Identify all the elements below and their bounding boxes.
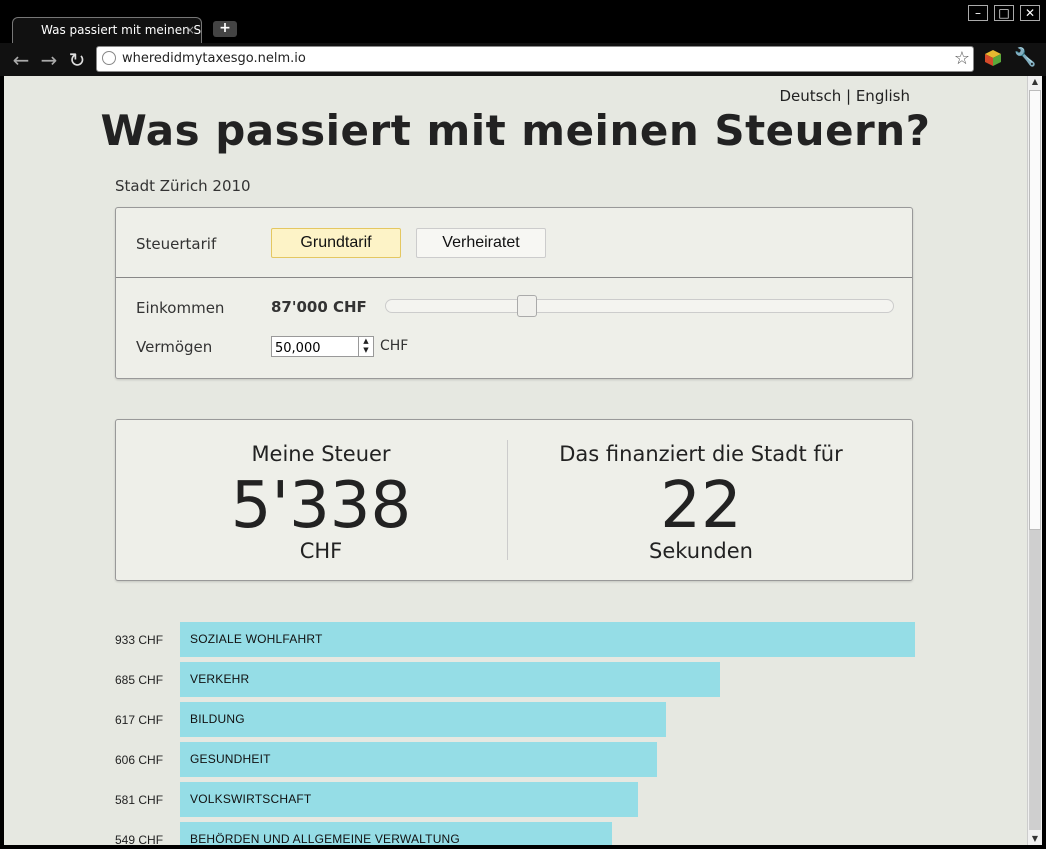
breakdown-amount: 617 CHF [115, 713, 164, 727]
breakdown-bar[interactable] [180, 742, 657, 777]
breakdown-label: BILDUNG [190, 712, 245, 726]
lang-english-link[interactable]: English [855, 87, 910, 105]
window-border-bottom [0, 845, 1046, 849]
breakdown-label: VOLKSWIRTSCHAFT [190, 792, 312, 806]
language-switcher: Deutsch | English [779, 87, 910, 105]
breakdown-label: SOZIALE WOHLFAHRT [190, 632, 323, 646]
breakdown-bar[interactable] [180, 662, 720, 697]
maximize-button[interactable]: □ [994, 5, 1014, 21]
income-slider-handle[interactable] [517, 295, 537, 317]
wealth-unit: CHF [380, 338, 409, 354]
city-title: Das finanziert die Stadt für [559, 442, 843, 466]
breakdown-bar[interactable] [180, 622, 915, 657]
lang-separator: | [841, 87, 856, 105]
tax-unit: CHF [299, 539, 343, 563]
result-panel: Meine Steuer 5'338 CHF Das finanziert di… [115, 419, 913, 581]
breakdown-amount: 549 CHF [115, 833, 164, 845]
back-arrow-icon[interactable]: ← [12, 48, 30, 72]
browser-tab[interactable]: Was passiert mit meinen St × [12, 17, 202, 43]
income-slider[interactable] [385, 299, 894, 313]
breakdown-bar[interactable] [180, 702, 666, 737]
window-border-left [0, 76, 4, 849]
breakdown-amount: 933 CHF [115, 633, 164, 647]
extension-cube-icon[interactable] [984, 49, 1002, 67]
tax-title: Meine Steuer [251, 442, 391, 466]
breakdown-amount: 685 CHF [115, 673, 164, 687]
wealth-label: Vermögen [136, 338, 213, 356]
address-bar[interactable]: wheredidmytaxesgo.nelm.io ☆ [96, 46, 974, 72]
browser-titlebar: Was passiert mit meinen St × + – □ ✕ [0, 0, 1046, 43]
scrollbar-track-lower[interactable] [1029, 530, 1041, 830]
page-viewport: Deutsch | English Was passiert mit meine… [4, 76, 1027, 845]
panel-divider [116, 277, 912, 278]
scrollbar-thumb[interactable] [1029, 90, 1041, 530]
bookmark-star-icon[interactable]: ☆ [953, 48, 970, 69]
stepper-arrows-icon[interactable]: ▲ ▼ [358, 337, 373, 356]
forward-arrow-icon[interactable]: → [40, 48, 58, 72]
new-tab-button[interactable]: + [213, 21, 237, 37]
scroll-down-icon[interactable]: ▼ [1031, 834, 1039, 843]
tab-title: Was passiert mit meinen St [41, 23, 202, 37]
reload-icon[interactable]: ↻ [68, 48, 86, 72]
breakdown-bar[interactable] [180, 822, 612, 845]
url-text: wheredidmytaxesgo.nelm.io [122, 51, 306, 66]
tarif-grundtarif-button[interactable]: Grundtarif [271, 228, 401, 258]
wealth-stepper[interactable]: ▲▼ [271, 336, 374, 358]
page-title: Was passiert mit meinen Steuern? [100, 106, 931, 155]
minimize-button[interactable]: – [968, 5, 988, 21]
breakdown-label: GESUNDHEIT [190, 752, 271, 766]
city-seconds: 22 [660, 469, 742, 543]
breakdown-amount: 581 CHF [115, 793, 164, 807]
result-divider [507, 440, 508, 560]
scroll-up-icon[interactable]: ▲ [1031, 77, 1039, 86]
tab-close-icon[interactable]: × [184, 23, 195, 37]
wealth-input[interactable] [272, 339, 362, 358]
page-subtitle: Stadt Zürich 2010 [115, 177, 251, 195]
input-panel: Steuertarif Grundtarif Verheiratet Einko… [115, 207, 913, 379]
tarif-label: Steuertarif [136, 235, 217, 253]
breakdown-bar[interactable] [180, 782, 638, 817]
breakdown-amount: 606 CHF [115, 753, 164, 767]
close-window-button[interactable]: ✕ [1020, 5, 1040, 21]
globe-icon [102, 51, 116, 65]
city-unit: Sekunden [649, 539, 753, 563]
breakdown-label: BEHÖRDEN UND ALLGEMEINE VERWALTUNG [190, 832, 460, 845]
tarif-verheiratet-button[interactable]: Verheiratet [416, 228, 546, 258]
breakdown-label: VERKEHR [190, 672, 250, 686]
browser-toolbar: ← → ↻ wheredidmytaxesgo.nelm.io ☆ 🔧 [0, 43, 1046, 76]
wrench-icon[interactable]: 🔧 [1014, 47, 1037, 68]
income-label: Einkommen [136, 299, 225, 317]
lang-deutsch-link[interactable]: Deutsch [779, 87, 842, 105]
page-scrollbar[interactable]: ▲ ▼ [1027, 76, 1042, 845]
income-value: 87'000 CHF [271, 298, 367, 316]
tax-amount: 5'338 [230, 469, 412, 543]
window-border-right [1042, 76, 1046, 849]
